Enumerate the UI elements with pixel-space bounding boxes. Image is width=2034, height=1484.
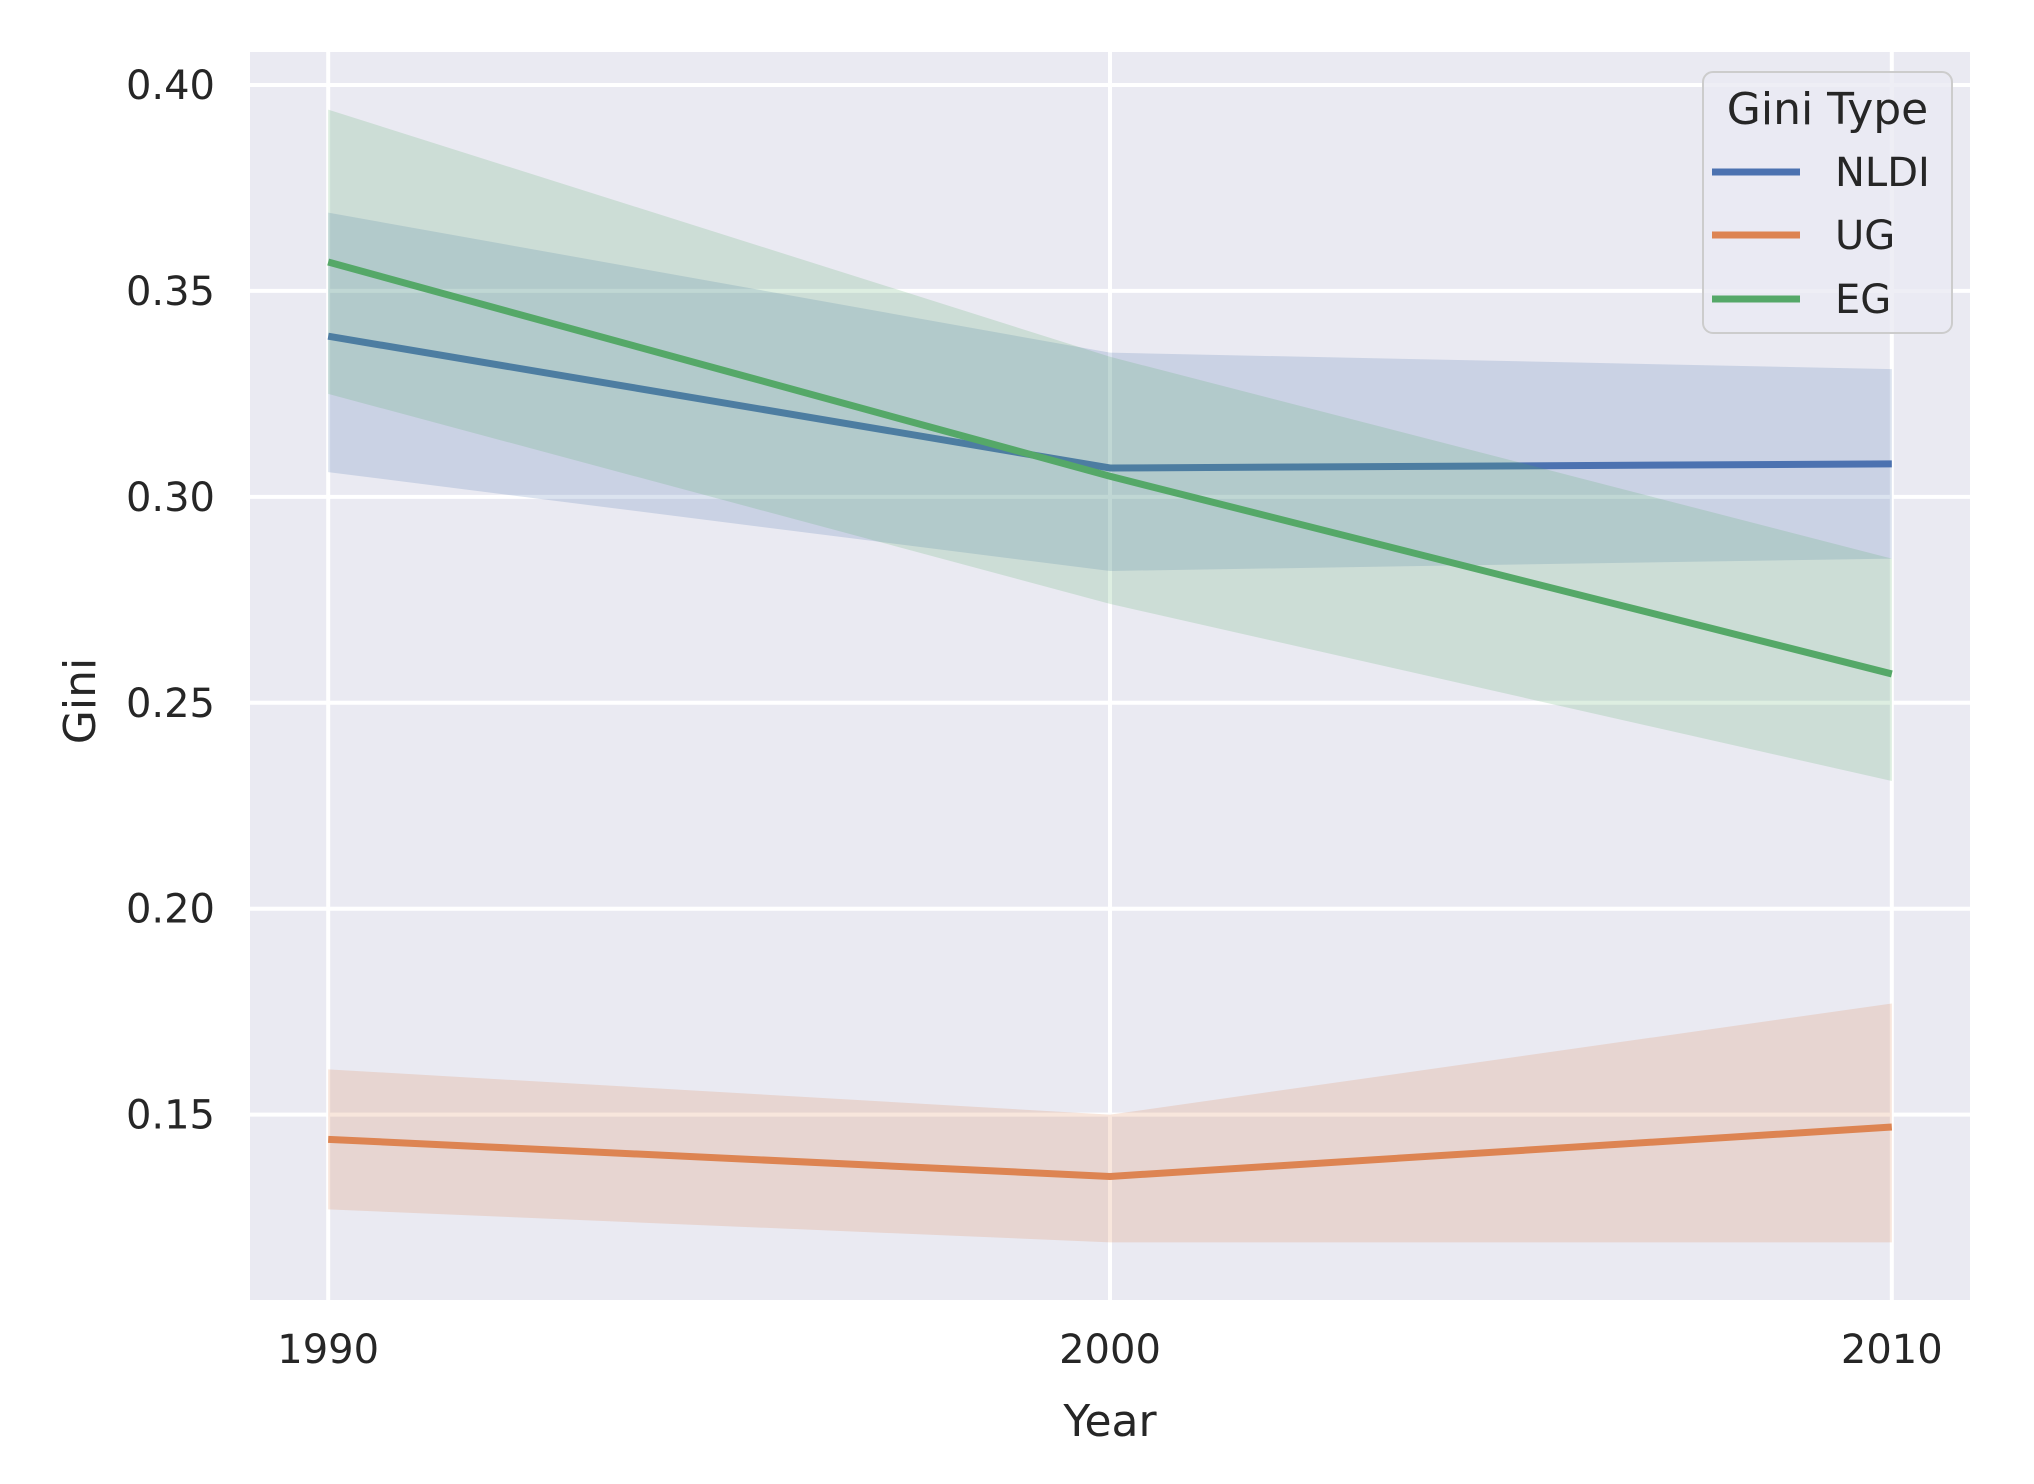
series-band-EG: [328, 109, 1892, 782]
legend-box: [1702, 71, 1953, 334]
y-tick-label: 0.35: [126, 269, 215, 315]
x-axis-label: Year: [1062, 1396, 1157, 1447]
series-band-NLDI: [328, 212, 1892, 571]
y-tick-label: 0.20: [126, 887, 215, 933]
series-line-EG: [327, 258, 1893, 678]
y-tick-label: 0.40: [126, 63, 215, 109]
legend-label-UG: UG: [1835, 213, 1895, 259]
x-tick-label: 2010: [1841, 1327, 1943, 1373]
x-tick-label: 1990: [277, 1327, 379, 1373]
series-line-NLDI: [327, 332, 1892, 472]
legend-label-NLDI: NLDI: [1835, 150, 1930, 196]
y-tick-label: 0.30: [126, 475, 215, 521]
y-tick-label: 0.25: [126, 681, 215, 727]
legend-item-NLDI: NLDI: [1712, 150, 1930, 196]
x-tick-label: 2000: [1059, 1327, 1161, 1373]
legend-item-UG: UG: [1712, 213, 1895, 259]
y-tick-label: 0.15: [126, 1093, 215, 1139]
series-band-UG: [328, 1003, 1892, 1243]
legend: Gini Type NLDI UG EG: [1702, 71, 1953, 334]
legend-label-EG: EG: [1835, 277, 1891, 323]
legend-title: Gini Type: [1727, 84, 1928, 135]
y-axis-label: Gini: [55, 658, 106, 744]
series-line-UG: [328, 1123, 1893, 1180]
legend-item-EG: EG: [1712, 277, 1891, 323]
